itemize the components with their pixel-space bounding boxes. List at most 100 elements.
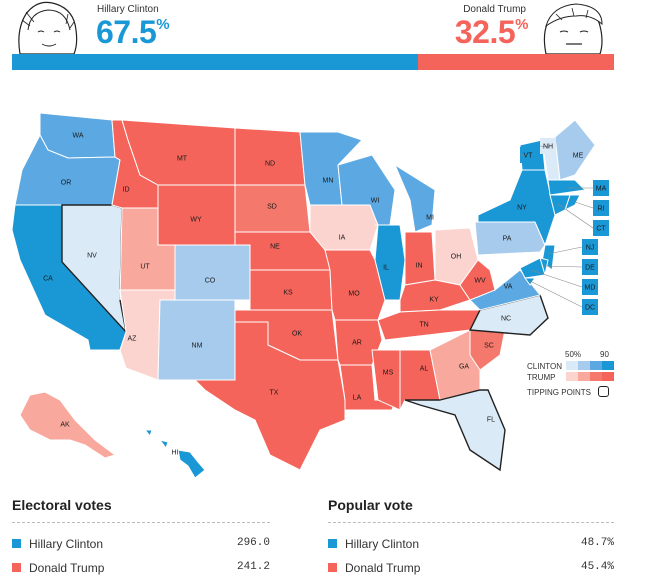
state-label-nc: NC [501,316,511,323]
state-hi [143,429,206,479]
legend-clinton-swatch [566,361,578,370]
trump-portrait [543,3,603,54]
state-nd [234,127,306,186]
leader-line [530,269,583,288]
state-label-ut: UT [140,264,150,271]
state-label-il: IL [383,265,389,272]
row-value: 45.4% [580,561,614,573]
leader-line [547,246,583,255]
state-label-nj: NJ [586,245,595,252]
electoral-row-clinton: Hillary Clinton 296.0 [12,537,270,551]
legend-clinton-swatch [590,361,602,370]
state-ia [309,204,379,251]
electoral-row-trump: Donald Trump 241.2 [12,561,270,575]
state-label-mo: MO [348,291,360,298]
clinton-percentage: 67.5% [96,14,170,50]
state-box-de [582,259,598,275]
state-md [519,257,546,279]
leader-line [557,203,594,229]
state-label-ct: CT [596,226,606,233]
state-label-mn: MN [323,178,334,185]
state-fl [404,389,506,472]
legend-high-label: 90 [600,350,609,359]
electoral-votes-title: Electoral votes [12,497,112,513]
state-label-in: IN [416,263,423,270]
state-label-tn: TN [419,322,428,329]
divider [12,522,270,523]
clinton-probability-bar [12,54,418,70]
row-name: Hillary Clinton [29,537,104,551]
state-label-dc: DC [585,305,595,312]
legend-trump-swatch [602,372,614,381]
state-label-tx: TX [270,390,279,397]
leader-line [574,201,594,209]
state-label-md: MD [585,285,596,292]
leader-line [543,265,583,268]
state-label-mt: MT [177,156,188,163]
clinton-swatch-icon [328,539,337,548]
state-label-ne: NE [270,244,280,251]
state-co [174,244,251,301]
state-nm [157,299,236,381]
state-label-me: ME [573,153,584,160]
state-ak [19,391,117,459]
state-label-vt: VT [524,153,534,160]
state-me [554,119,596,181]
state-label-ms: MS [383,370,394,377]
legend-clinton-swatch [578,361,590,370]
state-wy [157,184,236,246]
legend-trump-swatch [578,372,590,381]
state-label-pa: PA [503,236,512,243]
state-label-oh: OH [451,254,462,261]
state-label-nv: NV [87,253,97,260]
state-il [374,224,406,301]
clinton-name: Hillary Clinton [97,4,159,15]
legend-low-label: 50% [565,350,582,359]
state-box-nh [540,138,556,154]
us-electoral-map: WA OR CA NV ID MT WY UT AZ CO NM ND SD NE KS OK TX MN IA MO… [11,112,614,479]
state-label-nh: NH [543,144,553,151]
trump-swatch-icon [12,563,21,572]
state-label-sd: SD [267,204,277,211]
clinton-swatch-icon [12,539,21,548]
state-label-ca: CA [43,276,53,283]
row-name: Hillary Clinton [345,537,420,551]
state-tx [193,321,346,471]
state-label-sc: SC [484,343,494,350]
state-box-nj [582,239,598,255]
state-label-wy: WY [190,217,202,224]
state-label-ks: KS [283,290,293,297]
state-ga [429,329,481,401]
state-box-ma [593,180,609,196]
popular-row-clinton: Hillary Clinton 48.7% [328,537,614,551]
state-label-ma: MA [596,186,607,193]
leader-line [529,280,583,308]
state-wv [459,259,496,301]
state-label-nm: NM [192,343,203,350]
legend-tipping-label: TIPPING POINTS [527,388,592,397]
legend-clinton-swatch [602,361,614,370]
row-name: Donald Trump [345,561,421,575]
state-ma [547,179,587,196]
state-label-la: LA [353,395,362,402]
state-label-ga: GA [459,364,469,371]
row-value: 296.0 [236,537,270,549]
trump-swatch-icon [328,563,337,572]
state-label-nd: ND [265,161,275,168]
state-label-ri: RI [598,206,605,213]
state-label-ak: AK [60,422,70,429]
state-label-va: VA [504,284,513,291]
legend-trump-label: TRUMP [527,373,556,382]
state-label-id: ID [123,187,130,194]
clinton-portrait [18,1,78,54]
state-label-wv: WV [474,278,486,285]
row-value: 241.2 [236,561,270,573]
state-dc [524,277,536,286]
state-box-md [582,279,598,295]
state-label-fl: FL [487,417,495,424]
state-label-ia: IA [339,235,346,242]
state-label-ar: AR [352,340,362,347]
state-label-hi: HI [172,450,179,457]
row-value: 48.7% [580,537,614,549]
state-label-ok: OK [292,331,302,338]
